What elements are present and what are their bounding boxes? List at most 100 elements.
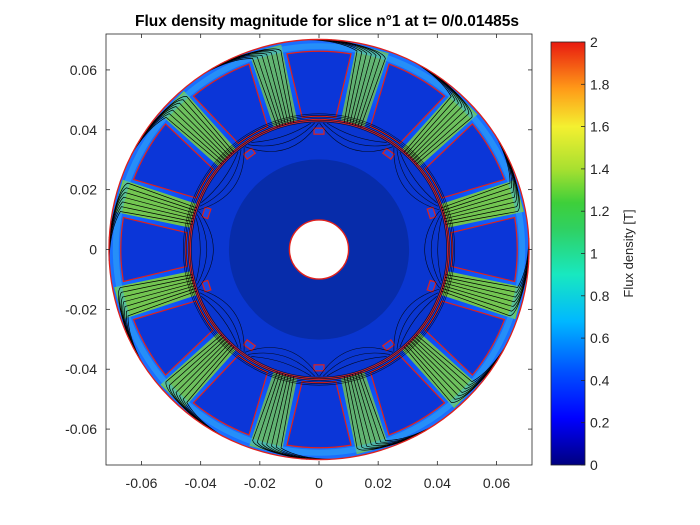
flux-line xyxy=(248,122,315,147)
x-axis: -0.06 -0.04 -0.02 0 0.02 0.04 0.06 xyxy=(126,34,510,491)
stator-slot xyxy=(424,123,506,199)
flux-line xyxy=(396,149,439,207)
flux-line xyxy=(393,147,440,211)
rotor-magnet xyxy=(426,206,437,220)
flux-line xyxy=(251,356,312,377)
tooth-field xyxy=(249,372,298,455)
flux-line xyxy=(396,292,439,350)
y-tick-label: -0.04 xyxy=(65,361,97,377)
flux-line xyxy=(399,151,437,203)
y-tick-label: 0 xyxy=(89,242,97,258)
colorbar-tick-label: 1.8 xyxy=(590,76,610,92)
chart-title: Flux density magnitude for slice n°1 at … xyxy=(135,13,519,30)
flux-line xyxy=(319,347,394,377)
flux-line xyxy=(393,288,440,352)
colorbar-label: Flux density [T] xyxy=(621,209,636,297)
flux-line xyxy=(195,218,201,281)
rotor-magnet xyxy=(381,147,396,160)
colorbar-tick-label: 0.2 xyxy=(590,415,610,431)
colorbar: 0 0.2 0.4 0.6 0.8 1 1.2 1.4 1.6 1.8 2 Flux density… xyxy=(550,34,636,473)
rotor-magnet xyxy=(242,339,257,352)
flux-line xyxy=(186,116,452,383)
flux-line xyxy=(248,352,315,377)
flux-line xyxy=(196,214,207,285)
stator-slot xyxy=(369,354,446,436)
stator-slot xyxy=(132,300,214,376)
x-tick-label: 0.06 xyxy=(483,475,510,491)
flux-line xyxy=(184,115,454,384)
rotor-magnet xyxy=(313,127,325,135)
colorbar-tick-label: 1.2 xyxy=(590,203,610,219)
flux-line xyxy=(189,119,449,380)
y-axis: 0.06 0.04 0.02 0 -0.02 -0.04 -0.06 xyxy=(65,62,532,437)
colorbar-tick-label: 0 xyxy=(590,457,598,473)
flux-line xyxy=(437,218,443,281)
yoke-field xyxy=(112,43,526,456)
stator-slot xyxy=(132,123,214,199)
flux-line xyxy=(323,352,390,377)
flux-line xyxy=(244,122,319,152)
y-tick-label: 0.04 xyxy=(70,122,97,138)
flux-line xyxy=(244,347,319,377)
colorbar-tick-label: 0.4 xyxy=(590,372,610,388)
colorbar-tick-label: 1 xyxy=(590,246,598,262)
flux-line xyxy=(198,288,245,352)
x-tick-label: -0.02 xyxy=(244,475,276,491)
flux-line xyxy=(323,122,390,147)
flux-line xyxy=(201,296,239,348)
flux-line xyxy=(198,147,245,211)
flux-line xyxy=(424,210,440,289)
y-tick-label: 0.02 xyxy=(70,182,97,198)
colorbar-ticks: 0 0.2 0.4 0.6 0.8 1 1.2 1.4 1.6 1.8 2 xyxy=(581,34,610,473)
x-tick-label: -0.04 xyxy=(185,475,217,491)
y-tick-label: 0.06 xyxy=(70,62,97,78)
tooth-field xyxy=(114,179,197,228)
flux-line xyxy=(191,121,447,378)
colorbar-tick-label: 1.4 xyxy=(590,161,610,177)
flux-line xyxy=(319,122,394,152)
x-tick-label: 0 xyxy=(315,475,323,491)
rotor-magnet xyxy=(201,279,212,293)
stator-slot xyxy=(120,216,188,283)
tooth-field xyxy=(441,271,524,320)
tooth-field xyxy=(441,179,524,228)
flux-line xyxy=(326,356,387,377)
stator-slot xyxy=(369,63,446,145)
x-tick-label: 0.02 xyxy=(365,475,392,491)
colorbar-tick-label: 0.8 xyxy=(590,288,610,304)
plot-area xyxy=(106,34,532,465)
flux-line xyxy=(201,151,239,203)
flux-line xyxy=(431,214,442,285)
flux-line xyxy=(399,296,437,348)
rotor-magnet xyxy=(426,279,437,293)
y-tick-label: -0.06 xyxy=(65,421,97,437)
y-tick-label: -0.02 xyxy=(65,301,97,317)
tooth-field xyxy=(249,44,298,127)
rotor-magnet xyxy=(381,339,396,352)
colorbar-gradient xyxy=(550,41,586,466)
flux-line xyxy=(199,149,242,207)
tooth-field xyxy=(340,372,389,455)
colorbar-tick-label: 2 xyxy=(590,34,598,50)
tooth-field xyxy=(114,271,197,320)
flux-line xyxy=(183,113,455,386)
stator-slot xyxy=(192,354,269,436)
rotor-magnet xyxy=(242,147,257,160)
flux-line xyxy=(187,118,451,381)
stator-slot xyxy=(286,380,352,449)
x-tick-label: -0.06 xyxy=(126,475,158,491)
shaft xyxy=(288,219,350,280)
flux-line xyxy=(198,210,214,289)
rotor-magnet xyxy=(313,364,325,372)
stator-slot xyxy=(450,216,518,283)
rotor-magnet xyxy=(201,206,212,220)
stator-slot xyxy=(192,63,269,145)
flux-line xyxy=(199,292,242,350)
x-tick-label: 0.04 xyxy=(424,475,451,491)
tooth-field xyxy=(340,44,389,127)
field-map xyxy=(108,39,530,460)
colorbar-tick-label: 0.6 xyxy=(590,330,610,346)
stator-slot xyxy=(424,300,506,376)
colorbar-tick-label: 1.6 xyxy=(590,119,610,135)
